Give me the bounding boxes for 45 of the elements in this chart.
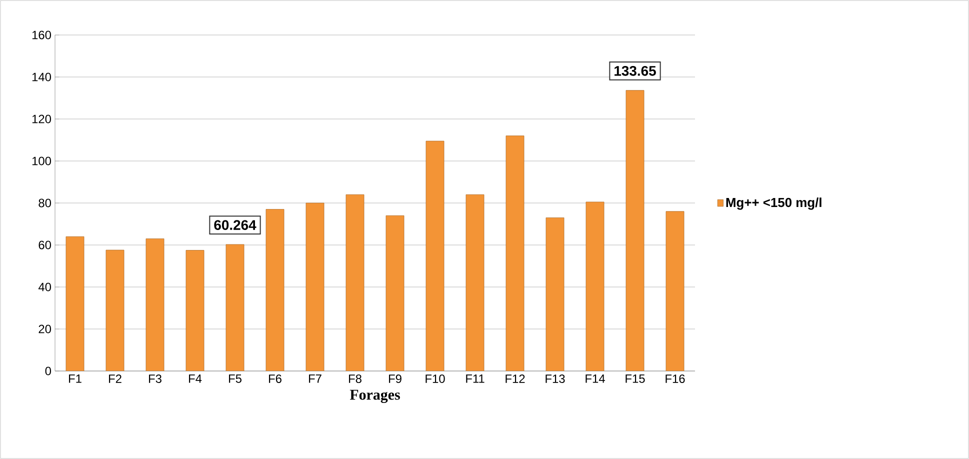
bar — [626, 90, 644, 371]
bar — [586, 202, 604, 371]
bar — [386, 215, 404, 371]
x-tick-label: F1 — [69, 374, 82, 383]
bar — [506, 136, 524, 371]
x-tick-label: F16 — [666, 374, 685, 383]
x-tick-label: F8 — [349, 374, 362, 383]
bar — [666, 211, 684, 371]
data-label: 133.65 — [614, 66, 656, 76]
bar — [266, 209, 284, 371]
bar — [546, 218, 564, 371]
x-tick-label: F14 — [586, 374, 605, 383]
bar — [226, 244, 244, 371]
y-tick-label: 100 — [32, 156, 52, 166]
y-tick-label: 60 — [38, 240, 52, 250]
y-tick-label: 120 — [32, 114, 52, 124]
legend-label: Mg++ <150 mg/l — [726, 198, 822, 210]
x-tick-label: F6 — [269, 374, 282, 383]
bar — [426, 140, 444, 371]
y-tick-label: 140 — [32, 72, 52, 82]
bar — [346, 194, 364, 371]
x-tick-label: F11 — [466, 374, 484, 383]
bar — [306, 202, 324, 371]
x-tick-label: F3 — [149, 374, 162, 383]
y-tick-label: 0 — [45, 366, 52, 376]
bar — [106, 250, 124, 371]
bar — [186, 250, 204, 371]
x-tick-label: F5 — [229, 374, 242, 383]
y-tick-label: 160 — [32, 30, 52, 40]
bar — [146, 238, 164, 371]
x-tick-label: F2 — [109, 374, 122, 383]
bar — [466, 194, 484, 371]
x-tick-label: F7 — [309, 374, 322, 383]
x-tick-label: F13 — [546, 374, 565, 383]
data-label: 60.264 — [214, 220, 256, 230]
x-tick-label: F9 — [389, 374, 402, 383]
y-tick-label: 20 — [38, 324, 52, 334]
x-tick-label: F12 — [506, 374, 525, 383]
bar — [66, 236, 84, 371]
y-tick-label: 80 — [38, 198, 52, 208]
x-axis-title: Forages — [350, 390, 400, 403]
x-tick-label: F15 — [626, 374, 645, 383]
x-tick-label: F4 — [189, 374, 202, 383]
y-tick-label: 40 — [38, 282, 52, 292]
x-tick-label: F10 — [426, 374, 445, 383]
